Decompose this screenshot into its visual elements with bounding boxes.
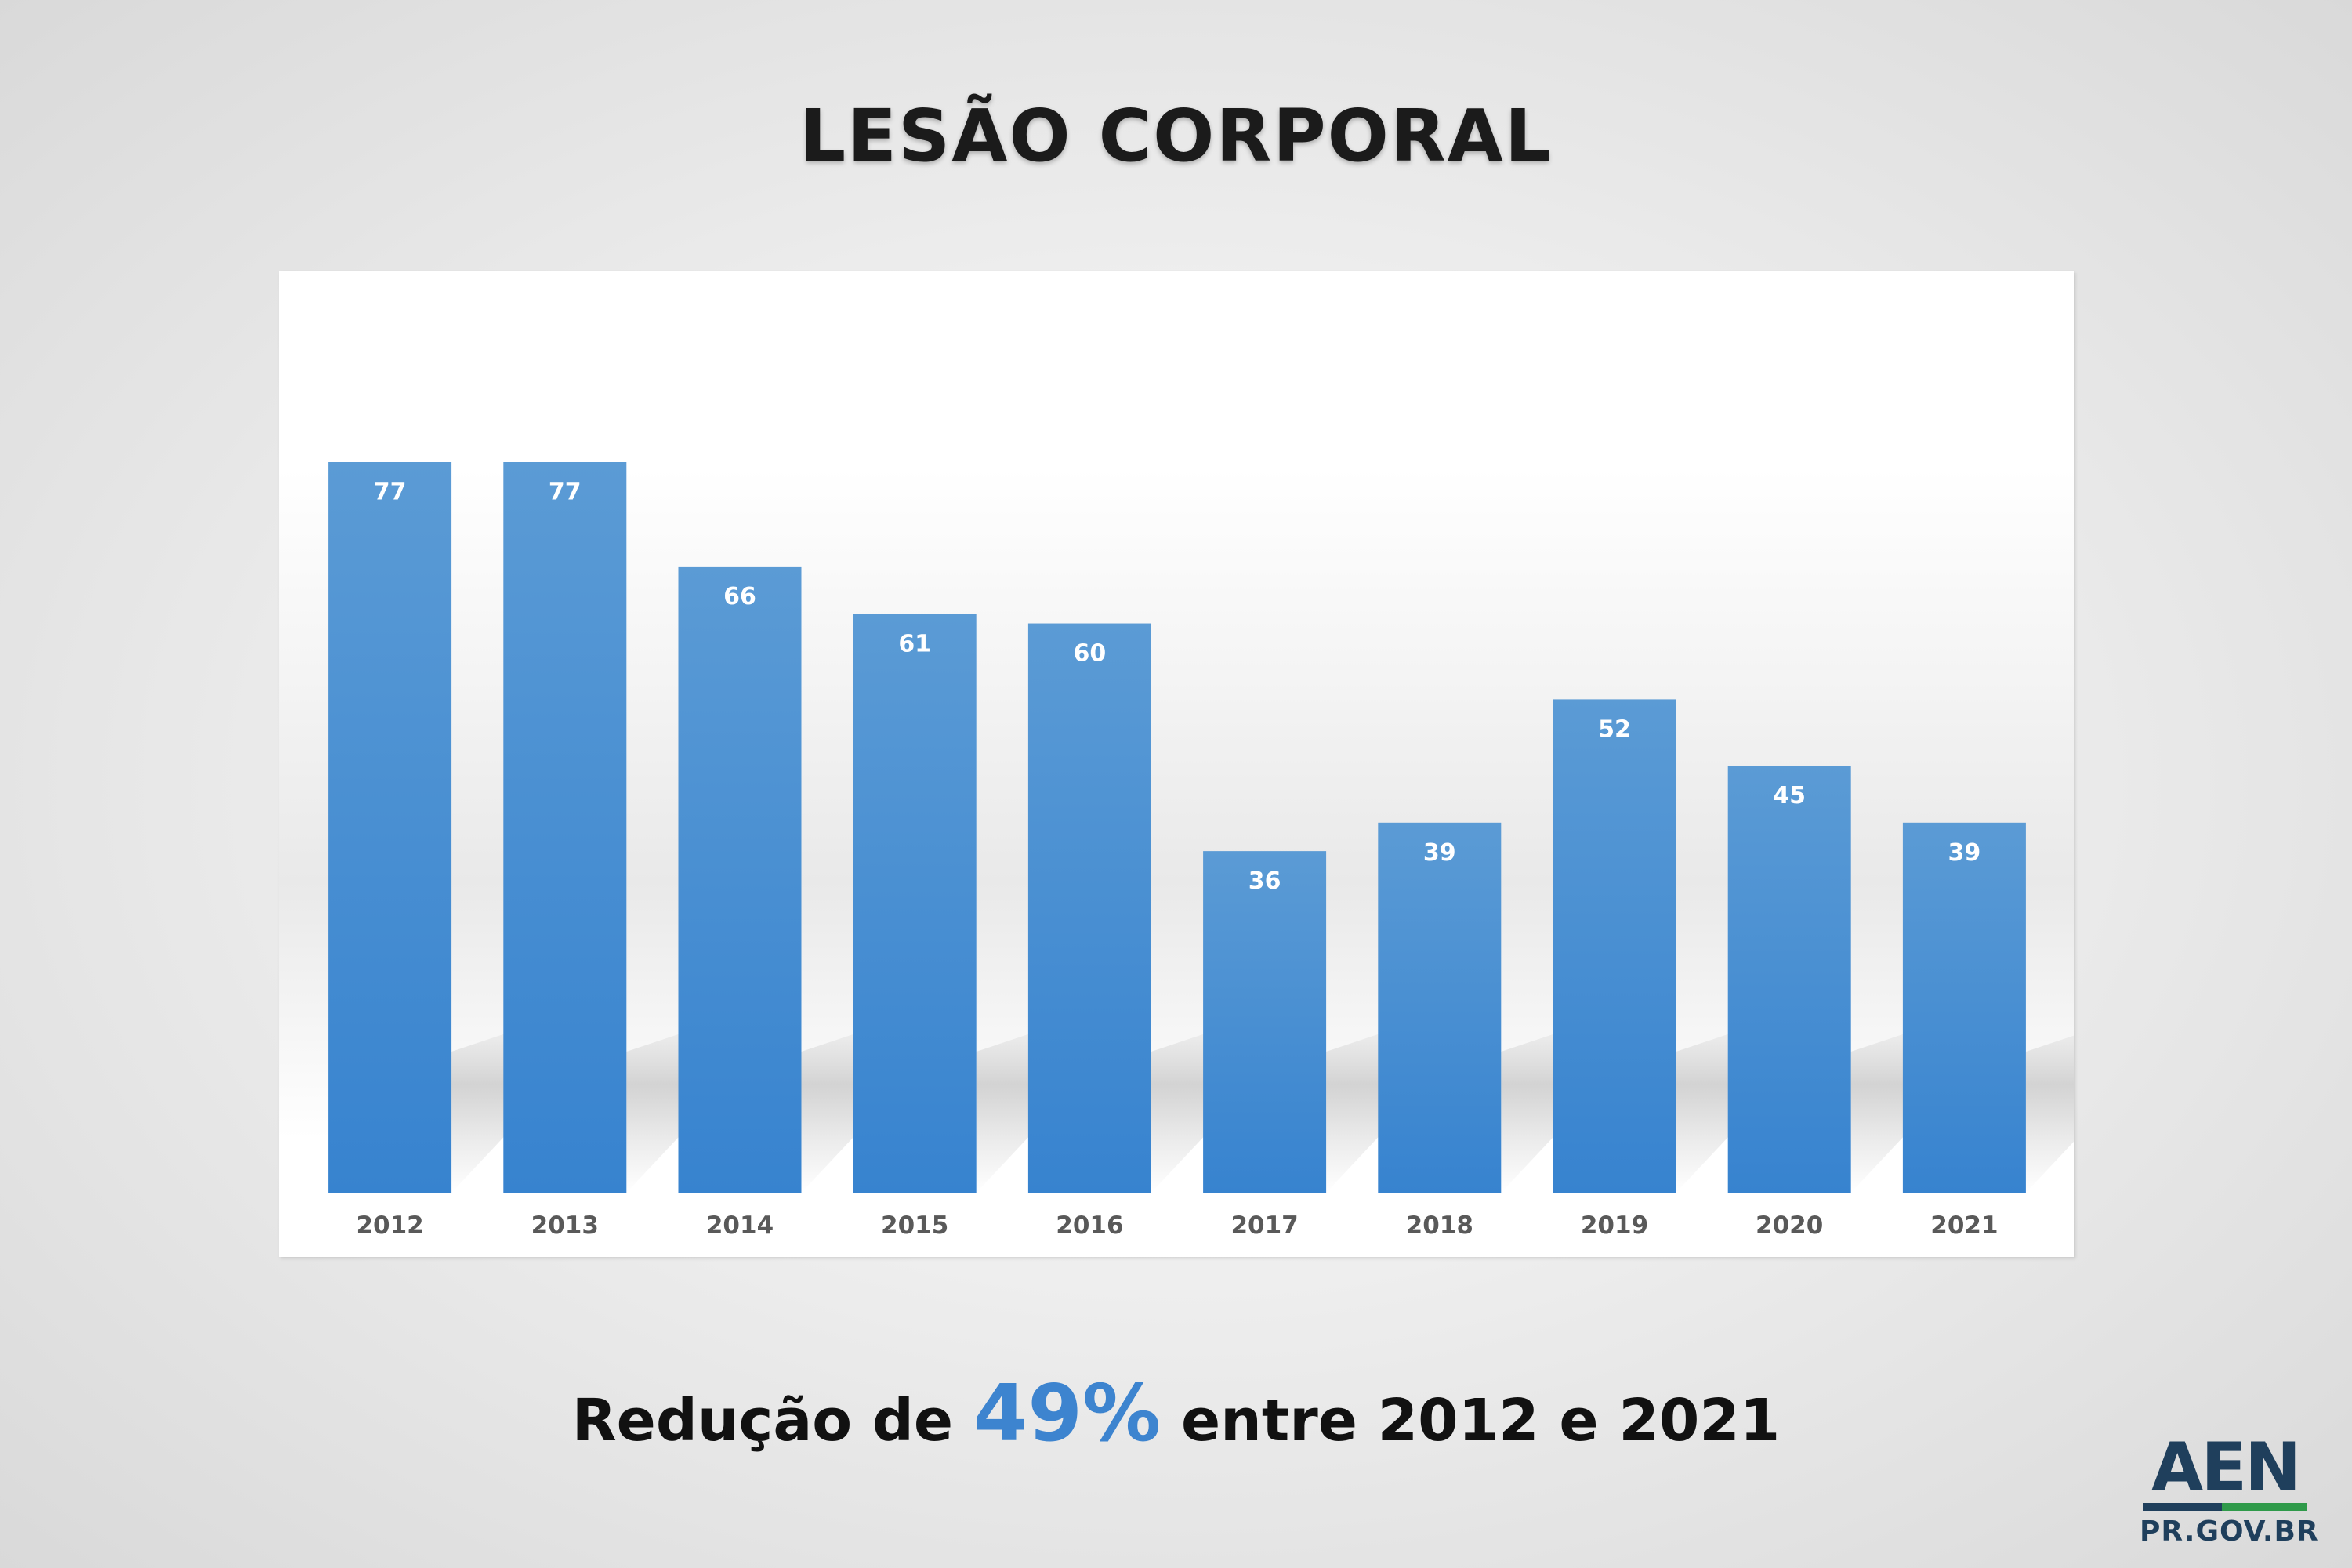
x-tick-label: 2017 bbox=[1230, 1211, 1298, 1240]
bar-2021 bbox=[1902, 822, 2026, 1193]
data-labels-group: 77 77 66 61 60 36 39 52 45 39 bbox=[374, 479, 1981, 895]
bar-2014 bbox=[678, 566, 802, 1193]
data-label: 77 bbox=[549, 479, 582, 506]
logo-stripe bbox=[2143, 1503, 2307, 1511]
subtitle-before: Redução de bbox=[571, 1387, 954, 1454]
x-tick-label: 2012 bbox=[356, 1211, 423, 1240]
data-label: 39 bbox=[1948, 839, 1981, 867]
data-label: 77 bbox=[374, 479, 407, 506]
bar-2019 bbox=[1553, 699, 1676, 1193]
x-tick-label: 2016 bbox=[1056, 1211, 1123, 1240]
bar-2018 bbox=[1378, 822, 1502, 1193]
logo-main-text: AEN bbox=[2151, 1429, 2301, 1507]
data-label: 52 bbox=[1598, 715, 1631, 743]
x-tick-label: 2018 bbox=[1406, 1211, 1473, 1240]
bar-2017 bbox=[1203, 851, 1327, 1193]
data-label: 39 bbox=[1423, 839, 1456, 867]
data-label: 61 bbox=[898, 630, 931, 657]
x-tick-label: 2014 bbox=[706, 1211, 774, 1240]
bar-2015 bbox=[853, 614, 977, 1193]
x-tick-label: 2019 bbox=[1581, 1211, 1648, 1240]
bar-shadow bbox=[2025, 1035, 2074, 1193]
x-tick-label: 2015 bbox=[881, 1211, 948, 1240]
x-tick-label: 2021 bbox=[1930, 1211, 1998, 1240]
bar-2013 bbox=[503, 462, 627, 1193]
bars-group bbox=[328, 462, 2026, 1193]
x-tick-label: 2013 bbox=[531, 1211, 599, 1240]
x-tick-labels-group: 2012 2013 2014 2015 2016 2017 2018 2019 2020 2021 bbox=[356, 1211, 1998, 1240]
x-tick-label: 2020 bbox=[1756, 1211, 1823, 1240]
aen-logo: AEN PR.GOV.BR bbox=[2140, 1429, 2319, 1548]
data-label: 60 bbox=[1074, 640, 1107, 668]
chart-title: LESÃO CORPORAL bbox=[799, 94, 1553, 178]
chart-panel: 77 77 66 61 60 36 39 52 45 39 2012 2013 2014 2015 201… bbox=[279, 271, 2074, 1257]
subtitle-after: entre 2012 e 2021 bbox=[1180, 1387, 1781, 1454]
data-label: 36 bbox=[1248, 867, 1281, 895]
subtitle: Redução de 49% entre 2012 e 2021 bbox=[0, 1367, 2352, 1459]
data-label: 66 bbox=[723, 583, 756, 610]
bar-2012 bbox=[328, 462, 452, 1193]
subtitle-highlight: 49% bbox=[973, 1367, 1162, 1459]
logo-sub-text: PR.GOV.BR bbox=[2140, 1515, 2319, 1548]
bar-2020 bbox=[1727, 766, 1851, 1193]
data-label: 45 bbox=[1773, 782, 1806, 809]
bar-2016 bbox=[1027, 623, 1151, 1193]
